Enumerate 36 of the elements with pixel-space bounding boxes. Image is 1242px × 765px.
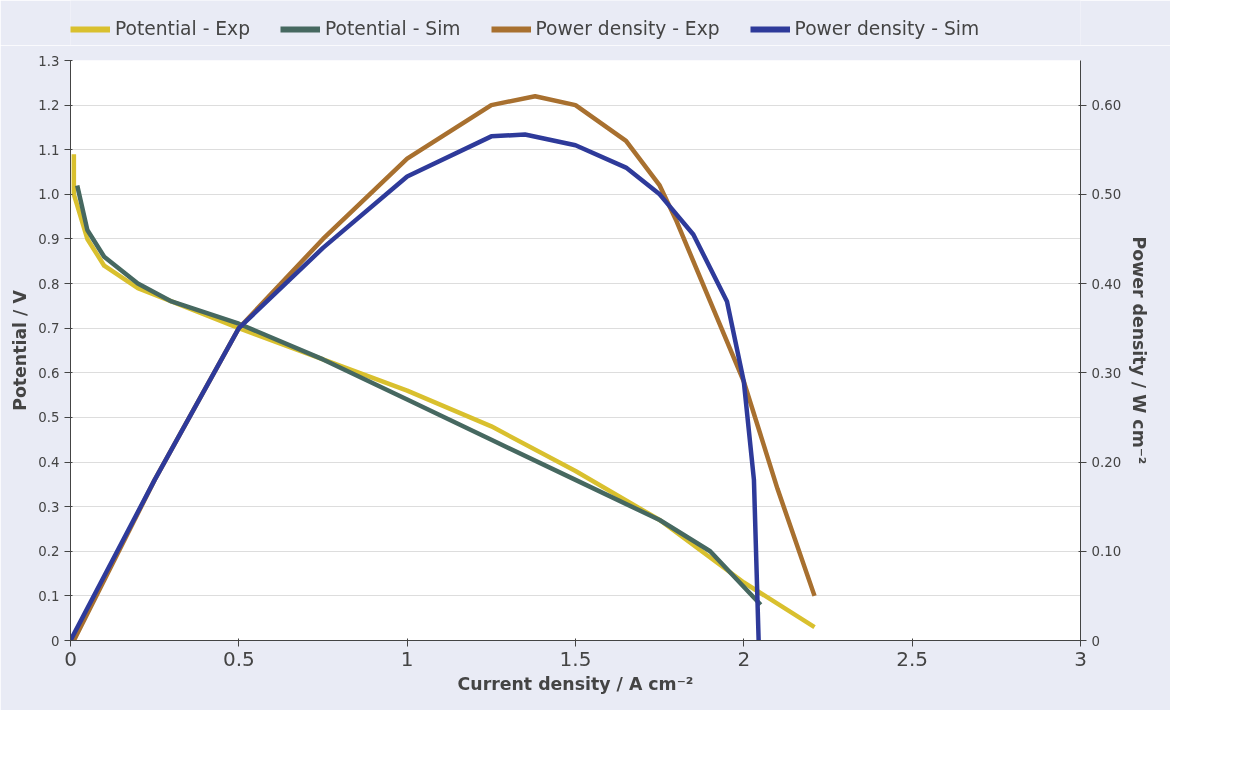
y-tick-label: 0.1 xyxy=(38,588,60,604)
legend-label: Power density - Sim xyxy=(794,18,980,39)
y-tick-label: 1.3 xyxy=(38,53,60,69)
y-tick-label: 1.2 xyxy=(38,98,60,114)
legend-label: Potential - Exp xyxy=(115,18,250,39)
legend-label: Potential - Sim xyxy=(325,18,461,39)
x-tick-label: 0 xyxy=(64,646,77,671)
y-tick-label: 0.7 xyxy=(38,321,60,337)
x-tick-label: 2.5 xyxy=(896,646,929,671)
y-tick-label: 0.8 xyxy=(38,276,60,292)
y-tick-label: 0.4 xyxy=(38,455,60,471)
y-tick-label: 0.2 xyxy=(38,544,60,560)
x-tick-label: 1.5 xyxy=(559,646,592,671)
y2-tick-label: 0.50 xyxy=(1091,187,1122,203)
line-series xyxy=(74,183,763,608)
x-tick-label: 1 xyxy=(400,646,414,671)
y-tick-label: 0.5 xyxy=(38,410,60,426)
y2-axis-title: Power density / W cm⁻² xyxy=(1129,236,1150,465)
y-tick-label: 0 xyxy=(51,633,60,649)
legend-label: Power density - Exp xyxy=(535,18,720,39)
x-tick-label: 3 xyxy=(1074,646,1087,671)
x-axis-title: Current density / A cm⁻² xyxy=(457,673,694,694)
y-tick-label: 1.1 xyxy=(38,142,60,158)
y2-tick-label: 0.40 xyxy=(1091,276,1122,292)
y2-tick-label: 0.60 xyxy=(1091,98,1122,114)
y2-tick-label: 0.30 xyxy=(1091,365,1122,381)
x-tick-label: 2 xyxy=(737,646,751,671)
y-tick-label: 0.9 xyxy=(38,231,60,247)
y-axis-title: Potential / V xyxy=(10,289,31,411)
x-tick-label: 0.5 xyxy=(222,646,255,671)
y2-tick-label: 0.20 xyxy=(1091,455,1122,471)
y-tick-label: 0.3 xyxy=(38,499,60,515)
y2-tick-label: 0.10 xyxy=(1091,544,1122,560)
y2-tick-label: 0 xyxy=(1091,633,1100,649)
y-tick-label: 1.0 xyxy=(38,187,60,203)
y-tick-label: 0.6 xyxy=(38,365,60,381)
